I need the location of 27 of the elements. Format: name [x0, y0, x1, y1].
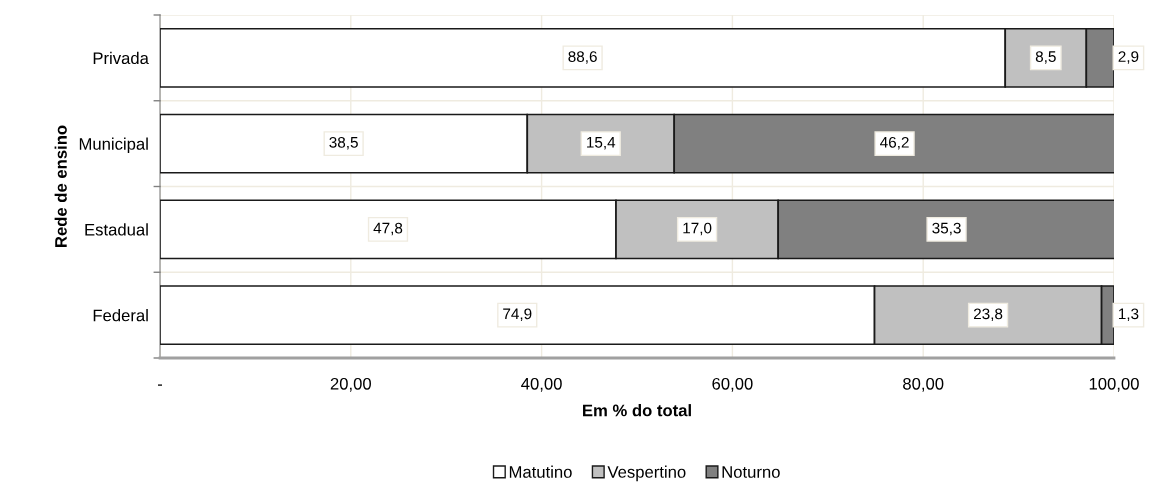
x-tick-label: 60,00 — [712, 377, 753, 392]
data-label: 1,3 — [1118, 308, 1139, 322]
data-label: 15,4 — [587, 137, 616, 150]
y-tick-label: Municipal — [79, 137, 148, 154]
legend-label: Noturno — [722, 466, 780, 478]
x-tick-label: 40,00 — [521, 377, 562, 392]
data-label: 74,9 — [503, 308, 532, 322]
data-label: 38,5 — [329, 136, 358, 150]
data-label: 17,0 — [683, 222, 712, 236]
x-tick-label: 80,00 — [903, 377, 944, 392]
x-tick-label: 20,00 — [330, 377, 371, 392]
data-label: 46,2 — [880, 136, 909, 150]
legend-label: Matutino — [509, 465, 572, 478]
x-tick-label: 100,00 — [1089, 377, 1139, 392]
y-tick-label: Privada — [93, 51, 149, 65]
data-label: 88,6 — [568, 51, 597, 64]
legend-label: Vespertino — [607, 465, 686, 482]
y-tick-label: Estadual — [85, 223, 148, 236]
data-label: 35,3 — [932, 222, 961, 236]
data-label: 8,5 — [1035, 51, 1056, 64]
x-tick-label: - — [157, 384, 163, 386]
y-tick-label: Federal — [93, 309, 148, 322]
data-label: 47,8 — [373, 222, 403, 236]
x-axis-title: Em % do total — [583, 404, 691, 417]
y-axis-title: Rede de ensino — [54, 125, 67, 247]
data-label: 2,9 — [1118, 51, 1139, 64]
data-label: 23,8 — [973, 308, 1003, 322]
